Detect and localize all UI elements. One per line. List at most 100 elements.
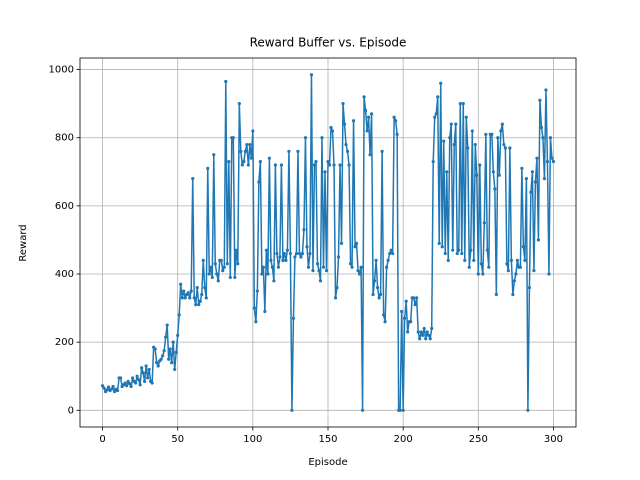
data-point [398,408,402,412]
data-point [281,258,285,262]
chart-title: Reward Buffer vs. Episode [250,36,407,50]
data-point [109,387,114,391]
data-point [134,381,138,385]
data-point [201,258,205,262]
data-point [126,379,130,383]
data-point [470,129,474,133]
data-point [431,159,435,164]
data-point [275,251,279,256]
data-point [299,255,303,259]
data-point [485,248,489,252]
data-point [279,163,284,167]
data-point [545,159,550,164]
data-point [430,326,434,331]
data-point [472,258,476,262]
data-point [203,286,207,290]
data-point [263,309,267,314]
data-point [284,258,288,262]
data-point [527,286,532,290]
data-point [254,320,258,324]
data-point [198,299,202,303]
data-point [530,170,535,174]
data-point [138,383,142,387]
data-point [351,119,356,123]
data-point [512,279,516,283]
data-point [508,146,512,150]
data-point [234,248,238,252]
data-point [276,265,280,269]
x-tick-label: 150 [318,434,337,445]
data-point [442,139,446,143]
data-point [350,265,354,269]
data-point [523,258,527,262]
y-tick-label: 200 [55,337,74,348]
data-point [371,292,375,297]
data-point [135,374,139,378]
data-point [272,279,276,283]
data-point [189,289,193,293]
data-point [535,156,539,160]
data-point [251,129,255,133]
data-point [363,108,368,113]
data-point [170,361,174,365]
data-point [514,272,518,276]
data-point [162,349,166,353]
data-point [192,296,196,300]
y-tick-label: 800 [55,133,74,144]
data-point [428,337,432,341]
data-point [415,296,419,300]
data-point [544,88,548,92]
data-point [321,265,326,269]
data-point [236,262,240,266]
data-point [179,282,183,286]
data-point [333,296,338,300]
data-point [487,265,491,269]
data-point [225,262,229,266]
data-point [520,166,524,170]
data-point [366,115,371,119]
data-point [140,366,144,370]
data-point [294,251,299,256]
data-point [213,262,217,266]
data-point [176,333,180,337]
data-point [194,303,198,307]
data-point [506,269,510,273]
data-point [353,245,357,249]
data-point [228,275,232,280]
data-point [105,388,109,392]
data-point [224,79,228,84]
data-point [177,313,181,317]
data-point [129,384,133,389]
data-point [395,132,399,136]
data-point [448,136,452,140]
data-point [382,313,386,317]
y-tick-label: 600 [55,201,74,212]
data-point [446,258,450,262]
data-point [186,291,190,295]
data-point [188,296,192,300]
data-point [433,115,437,119]
data-point [451,248,455,252]
data-point [388,251,392,256]
data-point [348,262,353,266]
data-point [493,187,497,191]
data-point [150,381,154,385]
data-point [499,129,503,133]
data-point [240,163,244,167]
data-point [297,251,302,256]
data-point [245,142,249,147]
data-point [255,289,259,293]
data-point [502,142,506,147]
data-point [191,177,195,181]
data-point [123,381,127,385]
data-point [330,129,335,133]
data-point [173,367,177,372]
data-point [219,258,223,262]
data-point [183,296,187,300]
x-tick-label: 300 [544,434,563,445]
data-point [476,272,480,276]
data-point [242,159,246,164]
data-point [345,149,350,153]
data-point [341,102,345,106]
